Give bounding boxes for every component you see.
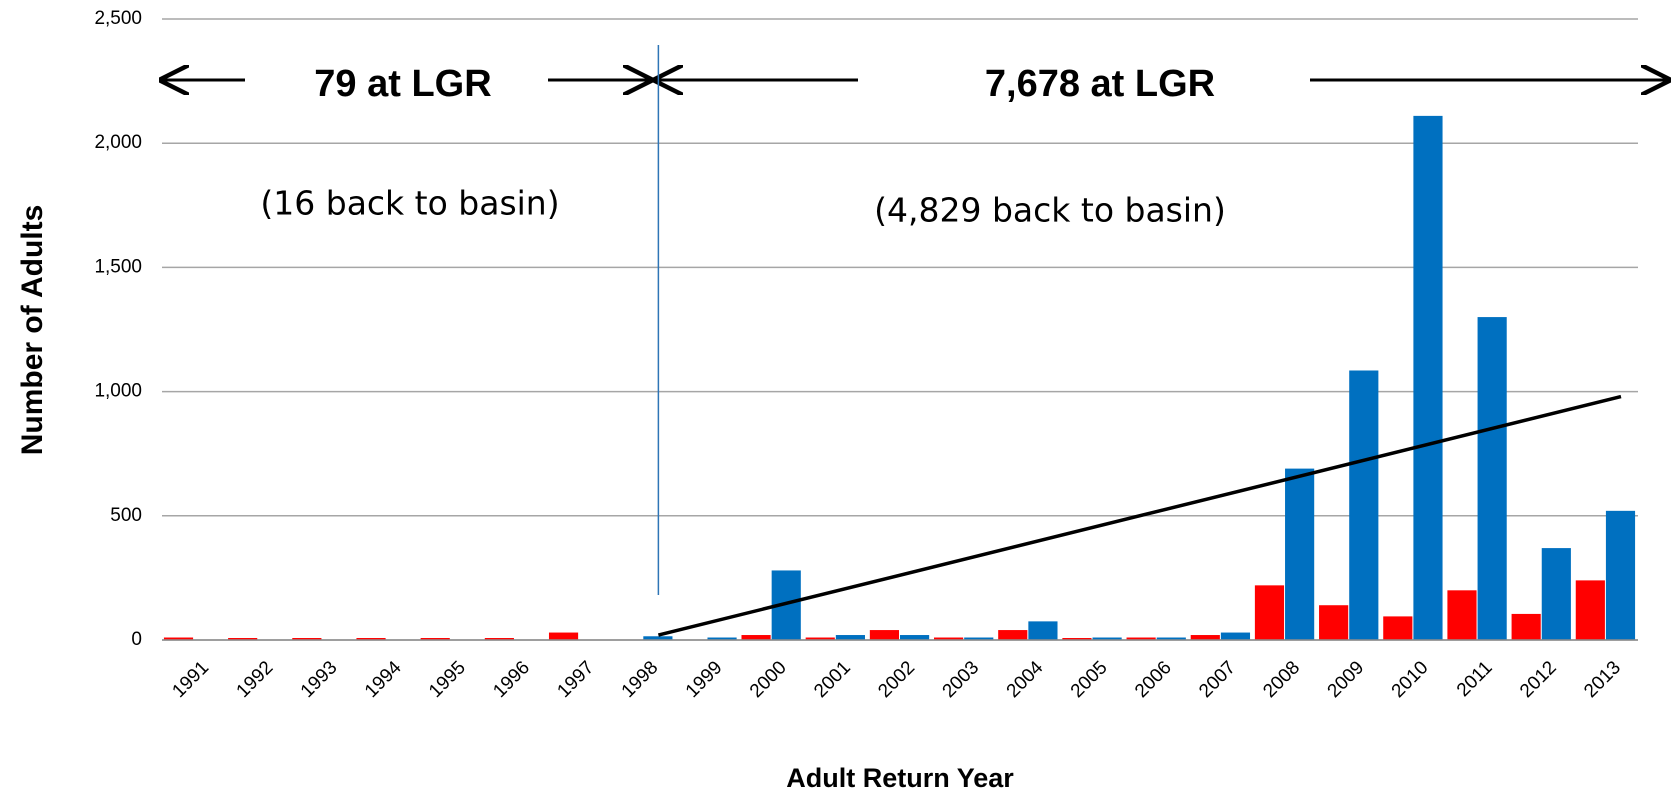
x-tick-label: 1994 [361,657,406,702]
bar [292,638,322,640]
x-tick-label: 2008 [1259,657,1304,702]
x-tick-label: 2005 [1067,657,1112,702]
bar [1383,616,1413,640]
bar [1156,637,1186,640]
x-tick-label: 1998 [618,657,663,702]
bar [1126,637,1156,640]
bar [1605,510,1636,640]
y-tick-label: 0 [131,629,142,650]
annotation: 79 at LGR [314,63,491,105]
x-tick-label: 2002 [874,657,919,702]
bar [484,638,514,640]
bar [1319,605,1349,640]
bar [1477,317,1507,640]
x-tick-label: 1999 [682,657,727,702]
bar [1028,621,1058,640]
x-tick-label: 1993 [297,657,342,702]
x-axis-label: Adult Return Year [786,763,1014,793]
x-tick-label: 1992 [233,657,278,702]
y-tick-label: 2,500 [94,8,142,29]
bar [1220,632,1251,640]
bar [869,630,899,640]
bar [420,638,450,640]
bar [741,635,771,640]
bar [1447,590,1477,640]
x-tick-label: 2000 [746,657,791,702]
x-tick-label: 2010 [1388,657,1433,702]
bar [548,632,579,640]
bar [1541,548,1571,640]
x-tick-label: 2007 [1195,657,1240,702]
x-tick-label: 2013 [1580,657,1625,702]
bar [643,636,673,640]
x-tick-label: 2003 [939,657,984,702]
bar [1062,638,1092,640]
bar [900,635,930,640]
bar [228,638,258,640]
y-tick-label: 500 [110,505,142,526]
y-tick-label: 1,000 [94,381,142,402]
x-tick-label: 2009 [1324,657,1369,702]
bar [356,638,386,640]
bar [1575,580,1605,640]
bar [964,637,994,640]
bar [1285,468,1315,640]
x-tick-label: 2012 [1516,657,1561,702]
x-tick-label: 1996 [489,657,534,702]
x-tick-label: 2004 [1003,657,1048,702]
bar [1349,370,1379,640]
x-tick-label: 2001 [810,657,855,702]
bar [1511,613,1541,640]
bar [998,630,1028,640]
bar [1413,115,1443,641]
x-tick-label: 2011 [1453,657,1497,701]
x-tick-label: 1997 [553,657,598,702]
bar [163,637,194,640]
annotation: 7,678 at LGR [985,63,1215,105]
trend-line [657,394,1622,637]
x-tick-label: 2006 [1131,657,1176,702]
bar [1254,585,1285,640]
bar [835,635,865,640]
x-tick-label: 1995 [425,657,470,702]
annotation: (16 back to basin) [260,184,559,223]
x-tick-label: 1991 [168,657,213,702]
bar [707,637,737,640]
y-tick-label: 1,500 [94,256,142,277]
y-tick-label: 2,000 [94,132,142,153]
bar [934,637,964,640]
annotation: (4,829 back to basin) [874,191,1226,230]
bar [1190,635,1220,640]
y-axis-label: Number of Adults [16,205,49,456]
bar [1092,637,1122,640]
bar [805,637,835,640]
